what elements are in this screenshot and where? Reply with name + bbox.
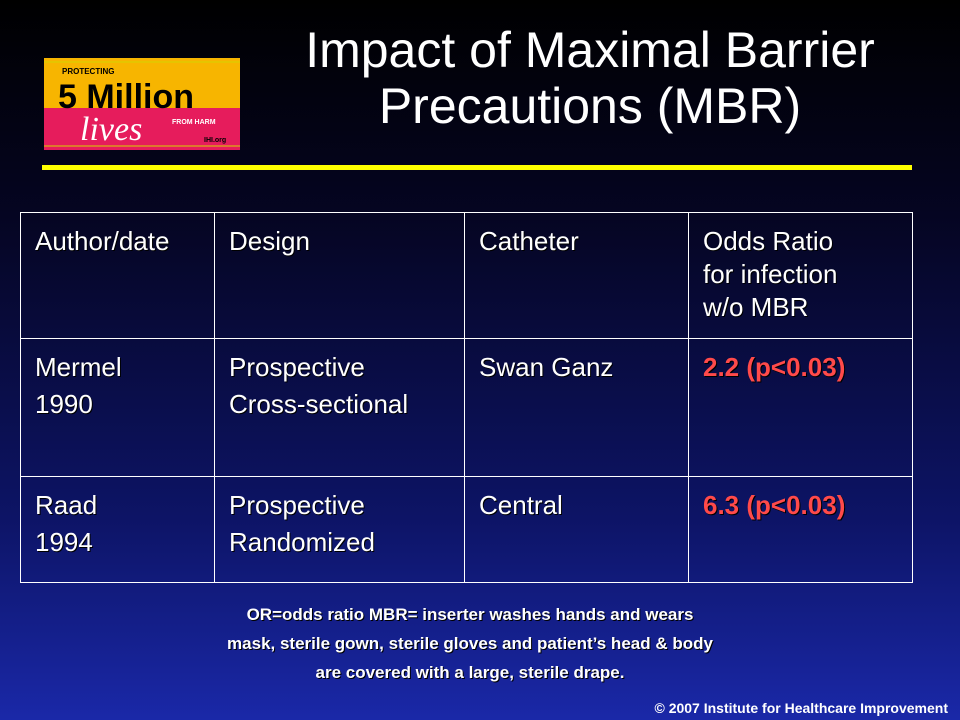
cell-odds-ratio: 6.3 (p<0.03) xyxy=(688,476,913,583)
five-million-lives-logo: PROTECTING 5 Million lives FROM HARM IHI… xyxy=(44,58,240,150)
slide-title-line-1: Impact of Maximal Barrier xyxy=(305,22,875,78)
svg-text:lives: lives xyxy=(80,111,142,148)
cell-design: Prospective Randomized xyxy=(214,476,465,583)
title-underline xyxy=(42,165,912,170)
footnote-line: are covered with a large, sterile drape. xyxy=(315,663,625,682)
table-row: Mermel 1990 Prospective Cross-sectional … xyxy=(20,338,913,477)
slide-title: Impact of Maximal Barrier Precautions (M… xyxy=(250,22,930,134)
svg-text:5 Million: 5 Million xyxy=(58,78,194,116)
table-row: Raad 1994 Prospective Randomized Central… xyxy=(20,476,913,583)
svg-text:IHI.org: IHI.org xyxy=(204,137,226,144)
slide-title-line-2: Precautions (MBR) xyxy=(378,78,802,134)
copyright-notice: © 2007 Institute for Healthcare Improvem… xyxy=(654,700,948,716)
cell-author-date: Raad 1994 xyxy=(20,476,215,583)
footnote: OR=odds ratio MBR= inserter washes hands… xyxy=(150,600,790,687)
mbr-studies-table: Author/date Design Catheter Odds Ratio f… xyxy=(20,212,913,583)
header-odds-ratio: Odds Ratio for infection w/o MBR xyxy=(688,212,913,339)
table-header-row: Author/date Design Catheter Odds Ratio f… xyxy=(20,212,913,339)
cell-odds-ratio: 2.2 (p<0.03) xyxy=(688,338,913,477)
footnote-line: mask, sterile gown, sterile gloves and p… xyxy=(227,634,713,653)
cell-author-date: Mermel 1990 xyxy=(20,338,215,477)
header-catheter: Catheter xyxy=(464,212,689,339)
footnote-line: OR=odds ratio MBR= inserter washes hands… xyxy=(246,605,694,624)
header-design: Design xyxy=(214,212,465,339)
cell-design: Prospective Cross-sectional xyxy=(214,338,465,477)
svg-text:FROM HARM: FROM HARM xyxy=(172,119,216,126)
cell-catheter: Swan Ganz xyxy=(464,338,689,477)
header-author-date: Author/date xyxy=(20,212,215,339)
svg-text:PROTECTING: PROTECTING xyxy=(62,67,114,76)
cell-catheter: Central xyxy=(464,476,689,583)
